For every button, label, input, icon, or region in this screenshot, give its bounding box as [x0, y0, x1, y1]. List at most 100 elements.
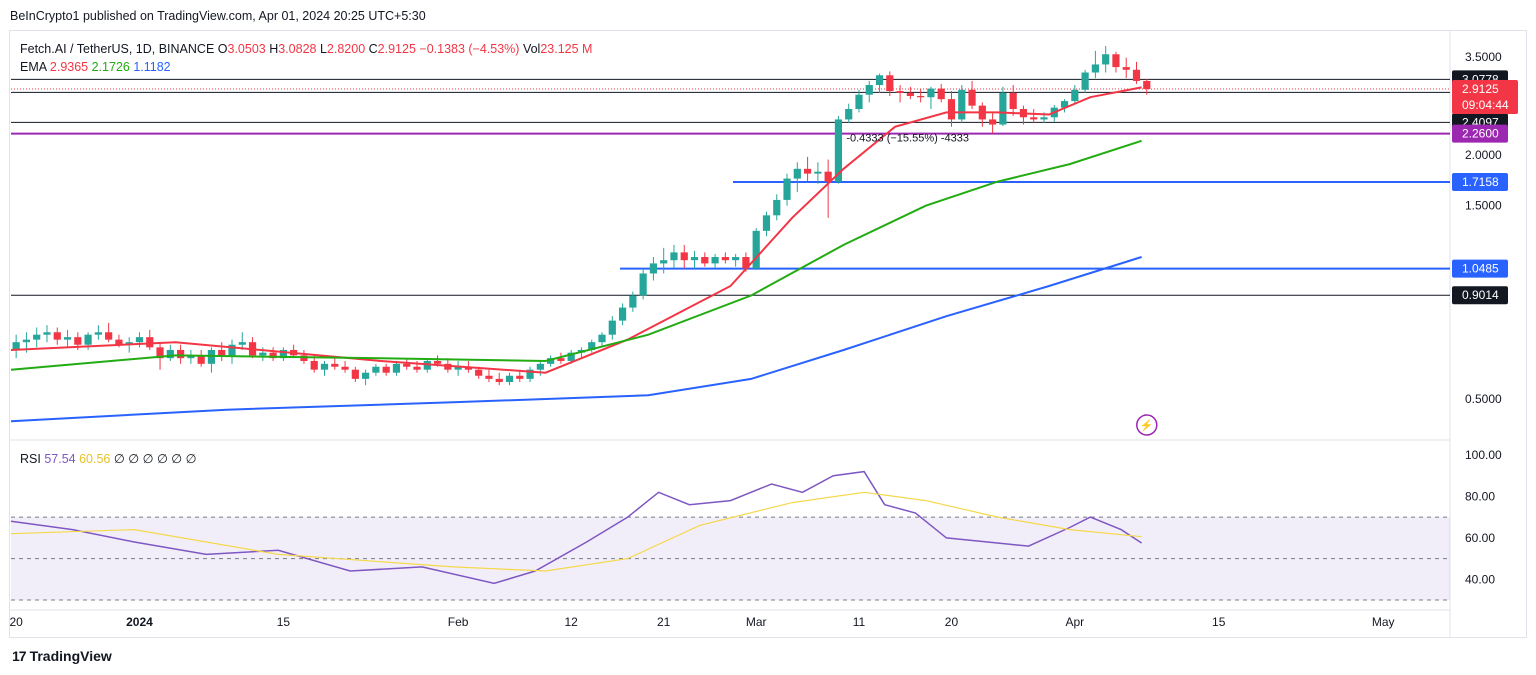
change-value: −0.1383 (−4.53%) — [419, 42, 520, 56]
candle-body-19 — [207, 349, 216, 364]
last-price-label: 2.9125 — [1462, 82, 1499, 96]
candle-body-64 — [670, 252, 678, 261]
candle-body-77 — [803, 168, 812, 174]
candle-body-78 — [814, 171, 822, 174]
time-tick-10: 15 — [1212, 615, 1226, 629]
volume-value: 23.125 M — [540, 42, 593, 56]
candle-body-89 — [927, 88, 935, 98]
candle-body-81 — [845, 108, 853, 120]
candle-body-82 — [855, 94, 863, 109]
candle-body-71 — [742, 257, 750, 269]
candle-body-83 — [865, 85, 873, 95]
candle-body-102 — [1060, 101, 1069, 108]
candle-body-24 — [259, 352, 267, 356]
price-tick-1: 2.0000 — [1465, 148, 1502, 162]
rsi-value: 57.54 — [44, 452, 76, 466]
volume-label: Vol — [522, 42, 541, 56]
candle-body-76 — [793, 168, 801, 179]
candle-body-79 — [824, 171, 832, 182]
candle-body-67 — [701, 257, 709, 264]
candle-body-47 — [495, 378, 503, 383]
time-tick-6: Mar — [746, 615, 767, 629]
tradingview-brand[interactable]: 17 TradingView — [12, 648, 112, 664]
level-label-6: 0.9014 — [1462, 288, 1499, 302]
ema-line-2 — [10, 256, 1142, 423]
candle-body-106 — [1102, 54, 1110, 65]
rsi-tick-3: 40.00 — [1465, 572, 1495, 586]
published-by-line: BeInCrypto1 published on TradingView.com… — [10, 9, 426, 23]
time-tick-4: 12 — [565, 615, 579, 629]
rsi-label: RSI — [20, 452, 41, 466]
low-value: 2.8200 — [326, 42, 366, 56]
ema-slow-value: 1.1182 — [133, 60, 171, 74]
candle-body-65 — [680, 252, 688, 261]
time-tick-2: 15 — [277, 615, 291, 629]
candle-body-8 — [94, 332, 102, 335]
candle-body-88 — [917, 95, 925, 98]
candle-body-58 — [608, 320, 616, 335]
candle-body-17 — [187, 355, 195, 359]
candle-body-92 — [958, 89, 966, 120]
candle-body-28 — [300, 355, 308, 361]
candle-body-87 — [906, 92, 914, 96]
candle-body-42 — [444, 363, 452, 370]
candle-body-3 — [43, 332, 51, 335]
candle-body-100 — [1040, 117, 1048, 120]
level-label-bg-6 — [1452, 286, 1508, 305]
candle-body-68 — [711, 257, 719, 264]
candle-body-108 — [1122, 67, 1130, 70]
close-label: C — [368, 42, 378, 56]
level-label-4: 1.7158 — [1462, 175, 1499, 189]
candle-body-75 — [783, 178, 791, 200]
rsi-ma-value: 60.56 — [79, 452, 111, 466]
event-badge-icon — [1136, 414, 1158, 436]
price-tick-3: 0.5000 — [1465, 392, 1502, 406]
candle-body-36 — [382, 366, 390, 373]
time-tick-9: Apr — [1065, 615, 1084, 629]
ema-fast-value: 2.9365 — [49, 60, 89, 74]
candle-body-103 — [1071, 89, 1079, 102]
high-label: H — [269, 42, 279, 56]
candle-body-86 — [896, 91, 904, 93]
price-legend: Fetch.AI / TetherUS, 1D, BINANCE O3.0503… — [20, 40, 592, 76]
candle-body-96 — [999, 92, 1007, 125]
rsi-tick-2: 60.00 — [1465, 531, 1495, 545]
candle-body-74 — [773, 199, 781, 216]
candle-body-37 — [392, 363, 401, 373]
time-tick-8: 20 — [945, 615, 959, 629]
candle-body-45 — [475, 369, 483, 376]
rsi-series-line-0 — [10, 470, 1143, 585]
candle-body-38 — [403, 363, 411, 367]
level-label-5: 1.0485 — [1462, 262, 1499, 276]
candle-body-104 — [1081, 72, 1089, 90]
candle-body-9 — [105, 332, 113, 340]
rsi-extra-values: ∅ ∅ ∅ ∅ ∅ ∅ — [113, 452, 197, 466]
candle-body-14 — [156, 347, 164, 359]
symbol-label: Fetch.AI / TetherUS, 1D, BINANCE — [20, 42, 215, 56]
rsi-series-line-1 — [10, 491, 1142, 572]
candle-body-6 — [74, 337, 82, 345]
time-tick-1: 2024 — [126, 615, 153, 629]
rsi-tick-1: 80.00 — [1465, 489, 1495, 503]
candle-body-5 — [63, 337, 72, 340]
time-tick-7: 11 — [853, 615, 866, 629]
chart-frame — [9, 30, 1527, 638]
candle-body-97 — [1009, 92, 1017, 109]
level-label-bg-4 — [1452, 173, 1508, 192]
time-tick-5: 21 — [657, 615, 671, 629]
rsi-band-fill — [11, 517, 1450, 600]
ema-line-1 — [10, 139, 1142, 371]
ohlc-row: Fetch.AI / TetherUS, 1D, BINANCE O3.0503… — [20, 40, 592, 58]
candle-body-52 — [547, 358, 555, 364]
level-label-bg-5 — [1452, 259, 1508, 278]
candle-body-105 — [1091, 64, 1099, 73]
candle-body-107 — [1112, 54, 1120, 68]
candle-body-84 — [875, 75, 884, 86]
candle-body-12 — [135, 337, 144, 343]
candle-body-70 — [732, 257, 740, 261]
candle-body-99 — [1030, 117, 1038, 120]
candle-body-30 — [320, 363, 329, 370]
ema-label: EMA — [20, 60, 47, 74]
candle-body-29 — [310, 360, 318, 370]
